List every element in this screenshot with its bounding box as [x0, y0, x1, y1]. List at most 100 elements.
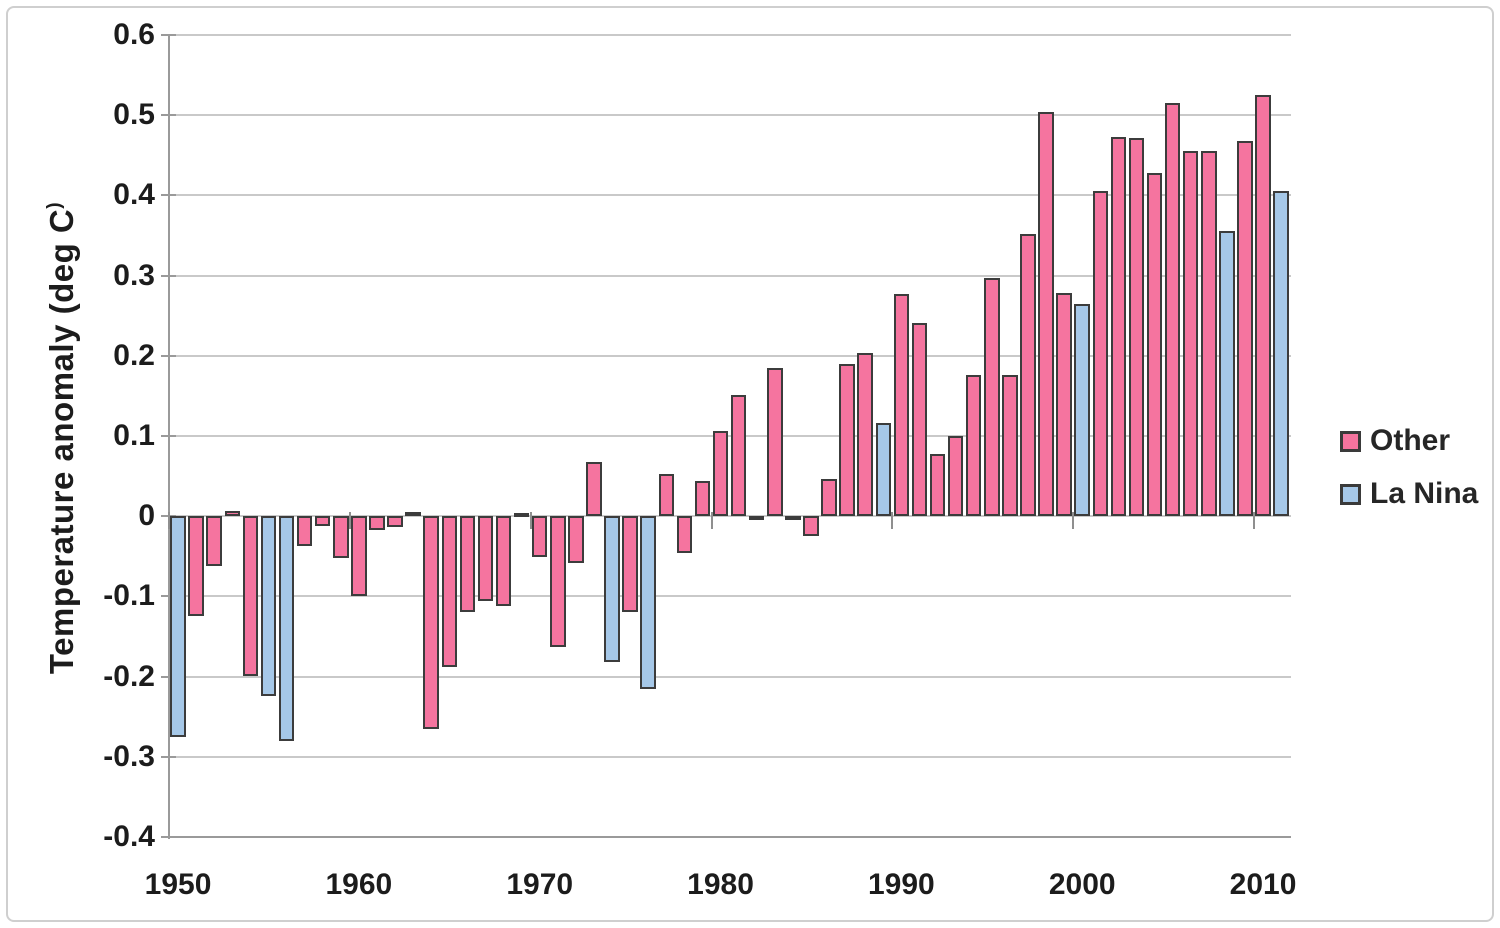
legend-label-other: Other [1370, 424, 1451, 457]
gridline-y-0.6 [169, 34, 1291, 36]
bar-2004-other [1146, 172, 1163, 517]
bar-1996-other [1002, 375, 1018, 517]
bar-1972-other [568, 516, 584, 563]
bar-1984-other [785, 516, 801, 521]
y-tick-label-0.2: 0.2 [113, 338, 155, 372]
legend-label-la-nina: La Nina [1370, 477, 1479, 510]
x-axis-tick-1980 [710, 512, 713, 529]
bar-1955-la-nina [260, 516, 277, 696]
x-axis-tick-2000 [1072, 512, 1075, 529]
y-tick-label-0.3: 0.3 [113, 258, 155, 292]
x-tick-label-2000: 2000 [1048, 868, 1116, 901]
bar-1995-other [984, 278, 1000, 517]
y-tick-label--0.1: -0.1 [103, 579, 155, 613]
bar-2003-other [1128, 137, 1145, 517]
y-tick-label-0: 0 [138, 499, 155, 533]
bar-2009-other [1237, 140, 1253, 517]
bar-1977-other [658, 473, 675, 517]
y-axis-title-text: Temperature anomaly (deg C [43, 208, 80, 675]
y-tick-label--0.2: -0.2 [103, 659, 155, 693]
bar-1968-other [495, 516, 512, 606]
x-axis-tick-2010 [1253, 512, 1255, 529]
bar-1966-other [459, 516, 476, 612]
bar-1959-other [333, 516, 349, 558]
bar-1981-other [730, 395, 747, 517]
bar-1994-other [965, 375, 982, 517]
gridline-y--0.4 [169, 836, 1291, 838]
bar-1997-other [1020, 233, 1036, 517]
bar-1986-other [821, 478, 837, 517]
bar-1954-other [242, 516, 259, 676]
y-tick-label-0.5: 0.5 [113, 98, 155, 132]
bar-1989-la-nina [875, 423, 892, 517]
gridline-y--0.2 [169, 675, 1291, 678]
bar-1983-other [767, 367, 783, 517]
x-tick-label-1990: 1990 [868, 868, 935, 901]
bar-1973-other [586, 462, 602, 517]
bar-1988-other [857, 353, 873, 517]
bar-1982-other [748, 516, 765, 521]
bar-2010-other [1255, 95, 1271, 517]
bar-1964-other [423, 516, 439, 729]
bar-2006-other [1182, 151, 1199, 517]
y-tick-label--0.3: -0.3 [103, 739, 155, 773]
bar-1951-other [188, 516, 204, 617]
bar-1965-other [441, 516, 458, 667]
bar-1991-other [911, 322, 928, 517]
bar-2007-other [1201, 151, 1217, 517]
legend-item-other: Other [1340, 424, 1478, 458]
bar-2001-other [1092, 191, 1109, 517]
bar-1979-other [694, 480, 711, 517]
gridline-y--0.3 [169, 755, 1291, 758]
bar-1992-other [929, 454, 946, 517]
y-axis-title-paren: ) [44, 201, 65, 209]
x-axis-tick-1950 [168, 512, 170, 529]
bar-1960-other [351, 516, 367, 597]
bar-1952-other [206, 516, 222, 566]
legend-swatch-la-nina [1340, 483, 1361, 505]
gridline-y-0.1 [169, 435, 1291, 437]
y-tick-label--0.4: -0.4 [103, 820, 155, 853]
bar-1980-other [712, 431, 729, 517]
bar-1974-la-nina [604, 516, 620, 663]
bar-2011-la-nina [1273, 191, 1289, 517]
x-tick-label-1980: 1980 [687, 868, 754, 901]
gridline-y--0.1 [169, 595, 1291, 598]
legend: Other La Nina [1340, 424, 1478, 530]
y-axis-line [168, 35, 170, 839]
bar-1950-la-nina [170, 516, 186, 737]
bar-1990-other [893, 294, 910, 517]
bar-1971-other [550, 516, 566, 647]
gridline-y-0.2 [169, 354, 1291, 357]
y-tick-label-0.4: 0.4 [113, 178, 155, 212]
bar-2000-la-nina [1074, 304, 1090, 517]
bar-1998-other [1038, 111, 1054, 517]
bar-2005-other [1164, 103, 1181, 517]
legend-swatch-other [1340, 430, 1361, 452]
bar-1961-other [369, 516, 385, 530]
x-axis-tick-1960 [348, 512, 351, 529]
x-axis-tick-1990 [891, 512, 894, 529]
bar-1953-other [224, 511, 241, 517]
x-tick-label-1970: 1970 [506, 868, 574, 901]
bar-1976-la-nina [640, 516, 656, 689]
y-axis-title: Temperature anomaly (deg C) [43, 202, 81, 674]
x-tick-label-2010: 2010 [1229, 868, 1297, 901]
x-tick-label-1950: 1950 [144, 868, 212, 901]
bar-1969-other [513, 512, 530, 517]
bar-1993-other [947, 436, 964, 517]
bar-2008-la-nina [1219, 230, 1235, 517]
gridline-y-0.4 [169, 194, 1291, 197]
y-tick-label-0.6: 0.6 [113, 18, 155, 51]
bar-1962-other [387, 516, 403, 528]
bar-1975-other [622, 516, 638, 613]
y-tick-label-0.1: 0.1 [113, 419, 155, 452]
x-axis-tick-1970 [529, 512, 532, 529]
bar-1956-la-nina [278, 516, 295, 741]
bar-1957-other [296, 516, 313, 546]
bar-1967-other [477, 516, 494, 602]
bar-1999-other [1056, 293, 1072, 517]
x-tick-label-1960: 1960 [325, 868, 393, 901]
bar-1985-other [803, 516, 819, 537]
